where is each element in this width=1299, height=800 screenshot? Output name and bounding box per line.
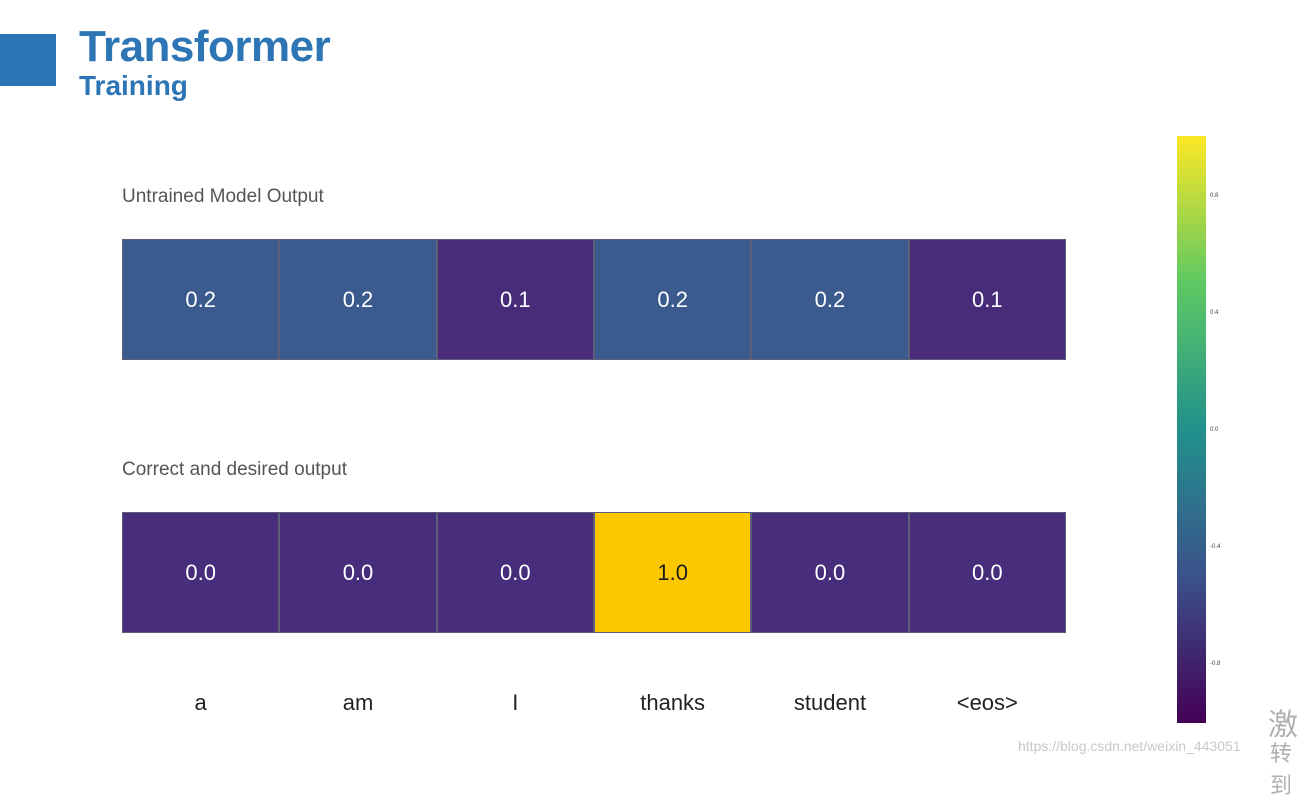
desired-cell-i: 0.0 (436, 512, 594, 633)
untrained-cell-thanks: 0.2 (593, 239, 752, 360)
slide-title: Transformer (79, 22, 331, 71)
untrained-output-label: Untrained Model Output (122, 186, 324, 207)
untrained-cell-eos: 0.1 (908, 239, 1066, 360)
colorbar-tick-label: -0.4 (1210, 544, 1221, 550)
colorbar-gradient (1177, 136, 1206, 723)
colorbar-tick-label: 0.8 (1210, 193, 1219, 199)
desired-output-row: 0.0 0.0 0.0 1.0 0.0 0.0 (122, 512, 1066, 633)
token-label: a (194, 690, 207, 715)
token-label: I (512, 690, 519, 715)
untrained-cell-i: 0.1 (436, 239, 594, 360)
untrained-cell-a: 0.2 (122, 239, 280, 360)
watermark-url: https://blog.csdn.net/weixin_443051 (1018, 738, 1241, 754)
desired-cell-thanks: 1.0 (593, 512, 752, 633)
untrained-cell-am: 0.2 (279, 239, 437, 360)
desired-output-label: Correct and desired output (122, 459, 347, 480)
desired-cell-student: 0.0 (751, 512, 909, 633)
token-label: am (342, 690, 374, 715)
colorbar: 0.8 0.4 0.0 -0.4 -0.8 (1177, 136, 1237, 723)
colorbar-tick-label: 0.0 (1210, 427, 1219, 433)
desired-cell-am: 0.0 (279, 512, 437, 633)
watermark-glyph: 转到 (1270, 741, 1293, 798)
colorbar-tick-label: 0.4 (1210, 310, 1219, 316)
colorbar-tick-label: -0.8 (1210, 661, 1221, 667)
header-accent-square (0, 34, 56, 86)
token-label: thanks (640, 690, 706, 715)
token-label: <eos> (956, 690, 1018, 715)
vocabulary-token-row: a am I thanks student <eos> (122, 690, 1066, 716)
desired-cell-a: 0.0 (122, 512, 280, 633)
untrained-cell-student: 0.2 (751, 239, 909, 360)
slide-subtitle: Training (79, 70, 188, 101)
untrained-output-row: 0.2 0.2 0.1 0.2 0.2 0.1 (122, 239, 1066, 360)
token-label: student (793, 690, 867, 715)
watermark-glyph: 激 (1268, 709, 1298, 742)
desired-cell-eos: 0.0 (908, 512, 1066, 633)
